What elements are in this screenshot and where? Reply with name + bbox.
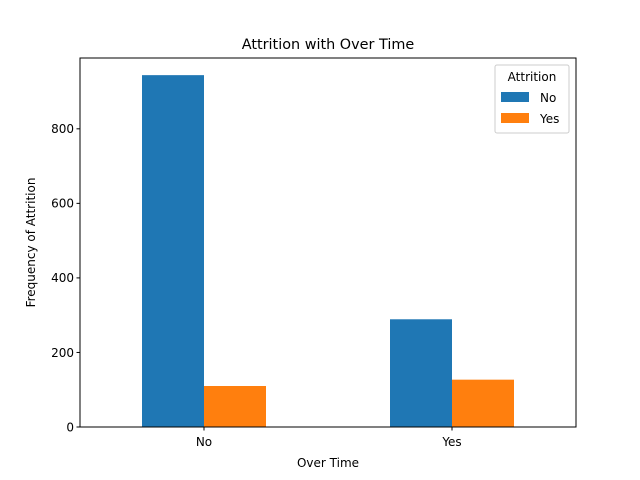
x-tick-label: Yes (441, 435, 461, 449)
plot-area-frame (79, 57, 577, 428)
bar-no-yes (204, 386, 266, 427)
y-tick-label: 0 (66, 420, 74, 434)
chart-title: Attrition with Over Time (242, 37, 415, 53)
legend-label-yes: Yes (539, 112, 559, 126)
bar-yes-no (390, 319, 452, 427)
legend: Attrition No Yes (494, 64, 570, 134)
legend-label-no: No (540, 91, 556, 105)
legend-title: Attrition (508, 70, 557, 84)
y-axis-label: Frequency of Attrition (24, 178, 38, 308)
y-tick-label: 800 (51, 122, 74, 136)
y-tick-label: 400 (51, 271, 74, 285)
x-axis: No Yes (196, 427, 462, 449)
x-axis-label: Over Time (297, 456, 359, 470)
y-axis: 0 200 400 600 800 (51, 122, 80, 434)
bars-group (142, 75, 514, 428)
legend-swatch-no (501, 92, 529, 102)
y-tick-label: 600 (51, 197, 74, 211)
x-tick-label: No (196, 435, 212, 449)
legend-swatch-yes (501, 113, 529, 123)
bar-no-no (142, 75, 204, 428)
bar-yes-yes (452, 379, 514, 427)
y-tick-label: 200 (51, 346, 74, 360)
